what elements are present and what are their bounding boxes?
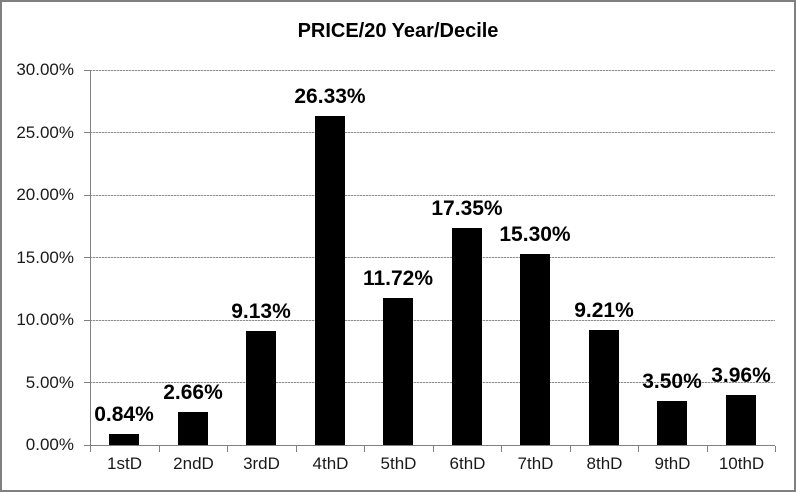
bar (726, 395, 756, 445)
y-axis-tick (84, 382, 90, 383)
x-axis-tick (158, 446, 160, 452)
bar (315, 116, 345, 445)
y-tick-label: 20.00% (16, 185, 74, 204)
bar (383, 298, 413, 445)
x-tick-label: 2ndD (173, 454, 214, 473)
gridline (90, 132, 775, 133)
y-tick-label: 30.00% (16, 60, 74, 79)
bar-value-label: 9.21% (574, 299, 634, 322)
gridline (90, 257, 775, 258)
x-axis-tick (638, 446, 639, 452)
bar-value-label: 17.35% (431, 197, 503, 220)
y-axis-tick (84, 319, 90, 321)
chart-title: PRICE/20 Year/Decile (297, 20, 499, 42)
x-axis-tick (706, 446, 708, 452)
bar (109, 434, 139, 445)
bar-value-label: 15.30% (499, 223, 571, 246)
bar (520, 254, 550, 445)
gridline (90, 382, 775, 383)
x-axis-line (84, 445, 775, 446)
y-axis-tick (84, 257, 90, 258)
y-tick-label: 15.00% (16, 247, 74, 267)
bar (246, 331, 276, 445)
bar (452, 228, 482, 445)
y-tick-label: 10.00% (16, 310, 74, 329)
x-tick-label: 6thD (449, 454, 486, 473)
x-axis-tick (90, 446, 91, 452)
x-tick-label: 1stD (107, 454, 142, 473)
y-tick-label: 5.00% (25, 372, 74, 392)
bar-value-label: 3.96% (711, 364, 771, 387)
bar (178, 412, 208, 445)
x-axis-tick (775, 446, 776, 452)
y-axis-line (90, 70, 91, 451)
bar (589, 330, 619, 445)
bar-value-label: 3.50% (642, 370, 702, 393)
y-axis-tick (84, 69, 90, 71)
x-axis-tick (364, 446, 365, 452)
bar-value-label: 11.72% (362, 267, 434, 290)
bar-value-label: 9.13% (231, 300, 291, 323)
bar (657, 401, 687, 445)
x-tick-label: 5thD (380, 454, 417, 473)
x-tick-label: 7thD (517, 454, 554, 473)
y-axis-tick (84, 194, 90, 196)
gridline (90, 319, 775, 321)
x-axis-tick (501, 446, 502, 452)
x-axis-tick (295, 446, 297, 452)
x-axis-tick (569, 446, 571, 452)
y-tick-label: 0.00% (25, 435, 74, 454)
x-axis-tick (227, 446, 228, 452)
x-tick-label: 10thD (718, 454, 765, 473)
x-tick-label: 4thD (312, 454, 349, 473)
x-tick-label: 9thD (654, 454, 691, 473)
y-axis-tick (84, 132, 90, 133)
x-tick-label: 8thD (586, 454, 623, 473)
bar-value-label: 26.33% (294, 85, 366, 108)
gridline (90, 194, 775, 196)
gridline (90, 69, 775, 71)
bar-value-label: 0.84% (94, 403, 154, 426)
bar-value-label: 2.66% (163, 381, 223, 404)
x-axis-tick (432, 446, 434, 452)
x-tick-label: 3rdD (243, 454, 280, 473)
y-tick-label: 25.00% (16, 122, 74, 142)
